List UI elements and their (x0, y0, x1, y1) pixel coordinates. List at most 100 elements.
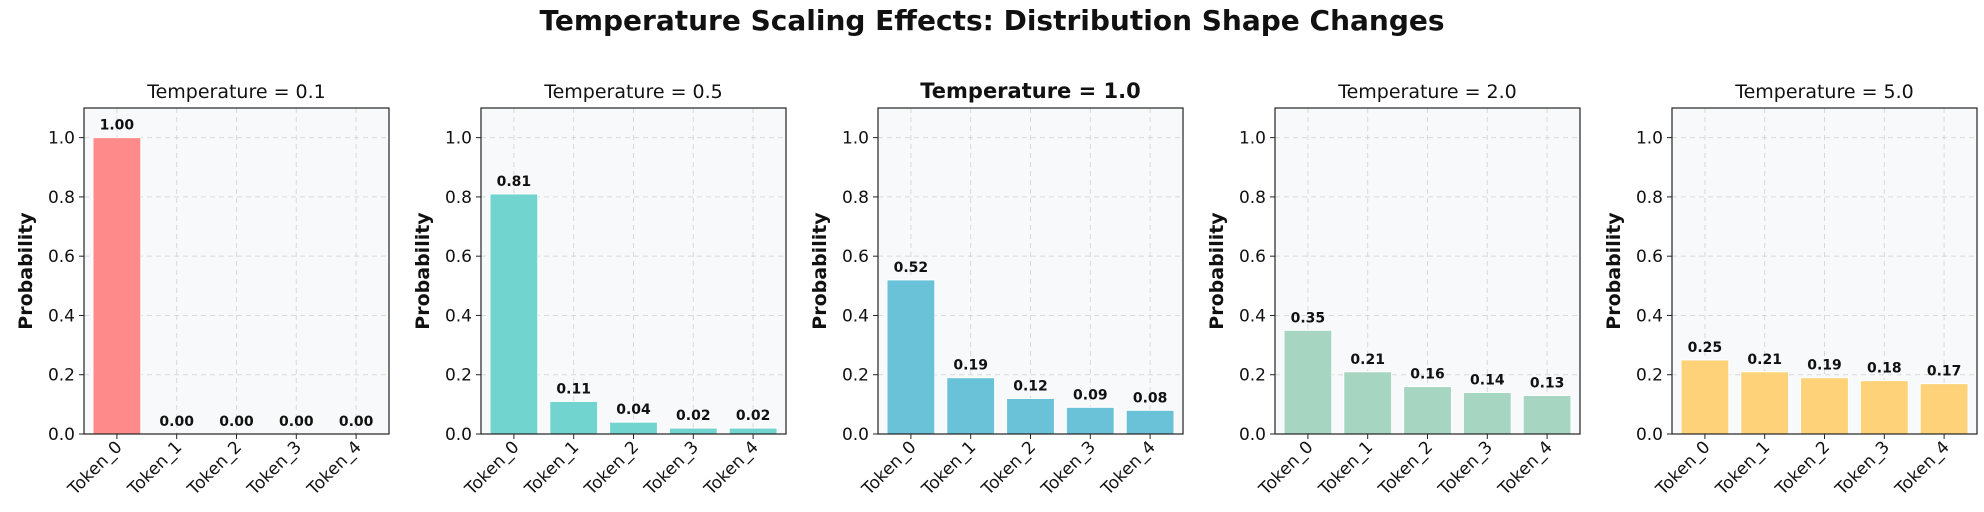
bar-value-label: 0.00 (219, 414, 254, 430)
y-tick-label: 0.0 (48, 425, 75, 445)
y-tick-label: 0.0 (445, 425, 472, 445)
bar-Token_4 (1125, 409, 1175, 435)
x-tick-label: Token_0 (64, 437, 127, 500)
x-tick-label: Token_0 (1255, 437, 1318, 500)
bar-Token_2 (609, 421, 658, 435)
y-tick-label: 0.0 (1239, 425, 1266, 445)
subplot-4: 0.25 0.21 0.19 0.18 0.17 0.0 0.2 0.4 0.6 0.8 1.0 To… (1603, 81, 1978, 500)
bar-value-label: 0.00 (159, 414, 194, 430)
bar-value-label: 0.21 (1350, 352, 1385, 368)
x-tick-label: Token_4 (1891, 437, 1954, 500)
bar-value-label: 0.81 (497, 174, 532, 190)
bar-value-label: 0.00 (279, 414, 314, 430)
bar-value-label: 0.09 (1073, 387, 1108, 403)
bar-value-label: 0.18 (1867, 361, 1902, 377)
x-tick-label: Token_3 (1037, 437, 1100, 500)
y-tick-label: 0.2 (48, 366, 75, 386)
y-tick-label: 0.4 (842, 306, 869, 326)
bar-Token_3 (1462, 392, 1512, 435)
x-tick-label: Token_1 (124, 437, 187, 500)
subplot-title: Temperature = 5.0 (1734, 81, 1914, 103)
bar-Token_0 (1680, 359, 1730, 435)
y-tick-label: 0.8 (842, 188, 869, 208)
y-tick-label: 0.6 (445, 247, 472, 267)
x-tick-label: Token_2 (183, 437, 246, 500)
bar-value-label: 0.12 (1013, 378, 1048, 394)
y-tick-label: 1.0 (842, 129, 869, 149)
x-tick-label: Token_3 (640, 437, 703, 500)
bar-Token_3 (1065, 406, 1115, 435)
y-axis-label: Probability (809, 212, 831, 330)
bar-value-label: 0.19 (1807, 358, 1842, 374)
y-tick-label: 0.2 (1636, 366, 1663, 386)
bar-value-label: 0.00 (339, 414, 374, 430)
y-axis-label: Probability (412, 212, 434, 330)
bar-Token_4 (1522, 394, 1572, 435)
x-tick-label: Token_1 (521, 437, 584, 500)
x-tick-label: Token_4 (1097, 437, 1160, 500)
bar-value-label: 0.13 (1530, 375, 1565, 391)
bar-value-label: 0.52 (894, 260, 929, 276)
y-axis-label: Probability (1603, 212, 1625, 330)
x-tick-label: Token_0 (858, 437, 921, 500)
bar-value-label: 0.16 (1410, 367, 1445, 383)
figure-title: Temperature Scaling Effects: Distributio… (539, 4, 1445, 37)
bar-Token_0 (92, 137, 142, 435)
y-tick-label: 0.4 (1636, 306, 1663, 326)
x-tick-label: Token_1 (918, 437, 981, 500)
x-tick-label: Token_3 (1434, 437, 1497, 500)
bar-Token_3 (668, 427, 718, 435)
bar-Token_0 (886, 279, 936, 435)
x-tick-label: Token_2 (977, 437, 1040, 500)
x-tick-label: Token_3 (243, 437, 306, 500)
y-tick-label: 1.0 (1636, 129, 1663, 149)
bar-value-label: 1.00 (100, 118, 135, 134)
bar-value-label: 0.35 (1291, 310, 1326, 326)
bar-value-label: 0.17 (1927, 364, 1962, 380)
bar-Token_1 (549, 400, 599, 435)
bar-Token_0 (1283, 329, 1333, 435)
x-tick-label: Token_4 (303, 437, 366, 500)
x-tick-label: Token_3 (1831, 437, 1894, 500)
y-tick-label: 1.0 (48, 129, 75, 149)
y-tick-label: 0.2 (1239, 366, 1266, 386)
bar-value-label: 0.02 (676, 408, 711, 424)
x-tick-label: Token_2 (580, 437, 643, 500)
y-tick-label: 0.4 (48, 306, 75, 326)
subplot-title: Temperature = 0.5 (543, 81, 723, 103)
y-tick-label: 0.2 (445, 366, 472, 386)
y-axis-label: Probability (1206, 212, 1228, 330)
bar-Token_2 (1006, 397, 1055, 435)
y-tick-label: 0.6 (48, 247, 75, 267)
x-tick-label: Token_0 (461, 437, 524, 500)
bar-Token_2 (1800, 377, 1849, 435)
bar-Token_3 (1859, 380, 1909, 435)
bar-value-label: 0.08 (1133, 390, 1168, 406)
y-tick-label: 0.8 (48, 188, 75, 208)
bar-value-label: 0.04 (616, 402, 651, 418)
y-tick-label: 0.2 (842, 366, 869, 386)
bar-value-label: 0.21 (1747, 352, 1782, 368)
x-tick-label: Token_2 (1374, 437, 1437, 500)
bar-value-label: 0.14 (1470, 373, 1505, 389)
bar-Token_4 (1919, 383, 1969, 435)
bar-Token_1 (1343, 371, 1393, 435)
subplot-3: 0.35 0.21 0.16 0.14 0.13 0.0 0.2 0.4 0.6 0.8 1.0 To… (1206, 81, 1581, 500)
bar-value-label: 0.19 (953, 358, 988, 374)
subplot-title: Temperature = 2.0 (1337, 81, 1517, 103)
y-tick-label: 0.8 (1239, 188, 1266, 208)
bar-Token_2 (1403, 386, 1452, 435)
y-tick-label: 0.6 (1239, 247, 1266, 267)
x-tick-label: Token_2 (1771, 437, 1834, 500)
y-tick-label: 0.6 (1636, 247, 1663, 267)
bar-value-label: 0.02 (736, 408, 771, 424)
x-tick-label: Token_0 (1652, 437, 1715, 500)
x-tick-label: Token_4 (700, 437, 763, 500)
subplot-2: 0.52 0.19 0.12 0.09 0.08 0.0 0.2 0.4 0.6 0.8 1.0 To… (809, 79, 1184, 500)
y-tick-label: 0.4 (445, 306, 472, 326)
subplot-0: 1.00 0.00 0.00 0.00 0.00 0.0 0.2 0.4 0.6 0.8 1.0 To… (15, 81, 390, 500)
subplot-title: Temperature = 0.1 (146, 81, 326, 103)
bar-value-label: 0.25 (1688, 340, 1723, 356)
